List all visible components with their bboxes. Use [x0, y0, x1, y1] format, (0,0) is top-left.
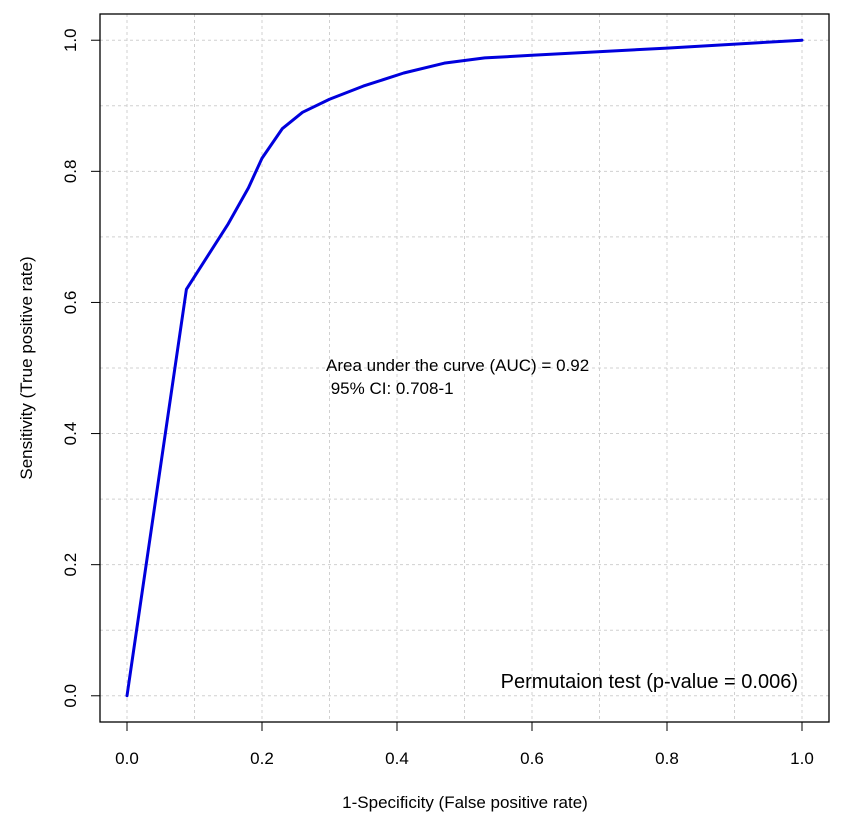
- x-tick-label: 0.2: [250, 749, 274, 768]
- roc-curve-line: [125, 38, 804, 698]
- ci-annotation: 95% CI: 0.708-1: [326, 379, 454, 398]
- y-tick-label: 1.0: [61, 28, 80, 52]
- y-tick-label: 0.0: [61, 684, 80, 708]
- x-axis-label: 1-Specificity (False positive rate): [342, 793, 588, 812]
- x-tick-label: 1.0: [790, 749, 814, 768]
- x-axis: 0.0 0.2 0.4 0.6 0.8 1.0: [115, 721, 814, 768]
- x-tick-label: 0.4: [385, 749, 409, 768]
- grid-lines: [100, 14, 829, 722]
- series-layer: [125, 38, 804, 698]
- auc-annotation: Area under the curve (AUC) = 0.92: [326, 356, 589, 375]
- permutation-test-annotation: Permutaion test (p-value = 0.006): [501, 671, 798, 693]
- y-tick-label: 0.2: [61, 553, 80, 577]
- x-tick-label: 0.6: [520, 749, 544, 768]
- y-axis-label: Sensitivity (True positive rate): [17, 256, 36, 479]
- y-tick-label: 0.4: [61, 422, 80, 446]
- y-tick-label: 0.8: [61, 160, 80, 184]
- x-tick-label: 0.8: [655, 749, 679, 768]
- y-axis: 0.0 0.2 0.4 0.6 0.8 1.0: [61, 28, 101, 708]
- y-tick-label: 0.6: [61, 291, 80, 315]
- x-tick-label: 0.0: [115, 749, 139, 768]
